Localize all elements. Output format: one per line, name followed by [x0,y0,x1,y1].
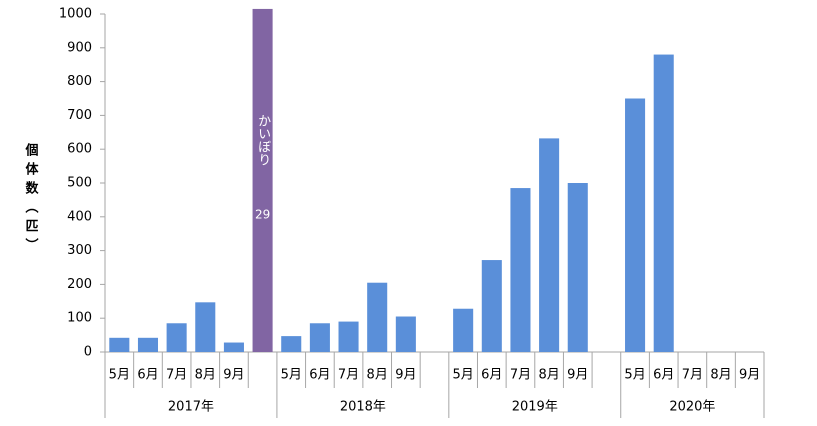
y-tick-label: 100 [67,311,92,326]
x-tick-label: 7月 [682,368,703,383]
y-tick-label: 700 [67,108,92,123]
x-tick-label: 5月 [281,368,302,383]
x-tick-label: 7月 [338,368,359,383]
bar [281,336,302,352]
bar [481,260,502,352]
bar [453,308,474,352]
bar [195,302,216,352]
group-label: 2018年 [340,400,386,415]
x-tick-label: 5月 [624,368,645,383]
y-tick-label: 300 [67,243,92,258]
y-tick-label: 600 [67,142,92,157]
x-tick-label: 6月 [137,368,158,383]
x-tick-label: 6月 [309,368,330,383]
x-tick-label: 7月 [510,368,531,383]
group-label: 2019年 [512,400,558,415]
group-label: 2017年 [168,400,214,415]
x-tick-label: 8月 [538,368,559,383]
y-axis-label: 個体数（匹） [23,142,40,257]
special-label: 29 [255,208,270,222]
y-tick-label: 400 [67,209,92,224]
special-label: かいぼり [255,114,270,166]
bar [109,337,130,352]
group-label: 2020年 [669,400,715,415]
bar [367,282,388,352]
bar [309,323,330,352]
bar [395,316,416,352]
bar [539,138,560,352]
bar [338,321,359,352]
bar [567,183,588,352]
y-tick-label: 800 [67,74,92,89]
x-tick-label: 9月 [739,368,760,383]
y-tick-label: 0 [84,345,92,360]
x-tick-label: 5月 [109,368,130,383]
x-tick-label: 7月 [166,368,187,383]
y-tick-label: 1000 [59,7,92,22]
bar [166,323,187,352]
x-tick-label: 9月 [223,368,244,383]
x-tick-label: 8月 [710,368,731,383]
x-tick-label: 8月 [367,368,388,383]
x-tick-label: 6月 [481,368,502,383]
bar [223,342,244,352]
bar [625,98,646,352]
bar [252,8,273,353]
bar [510,188,531,352]
x-tick-label: 9月 [567,368,588,383]
x-tick-label: 6月 [653,368,674,383]
y-tick-label: 900 [67,40,92,55]
bar [137,337,159,352]
y-tick-label: 200 [67,277,92,292]
x-tick-label: 9月 [395,368,416,383]
x-tick-label: 5月 [453,368,474,383]
x-tick-label: 8月 [195,368,216,383]
y-tick-label: 500 [67,176,92,191]
bar [653,54,674,353]
